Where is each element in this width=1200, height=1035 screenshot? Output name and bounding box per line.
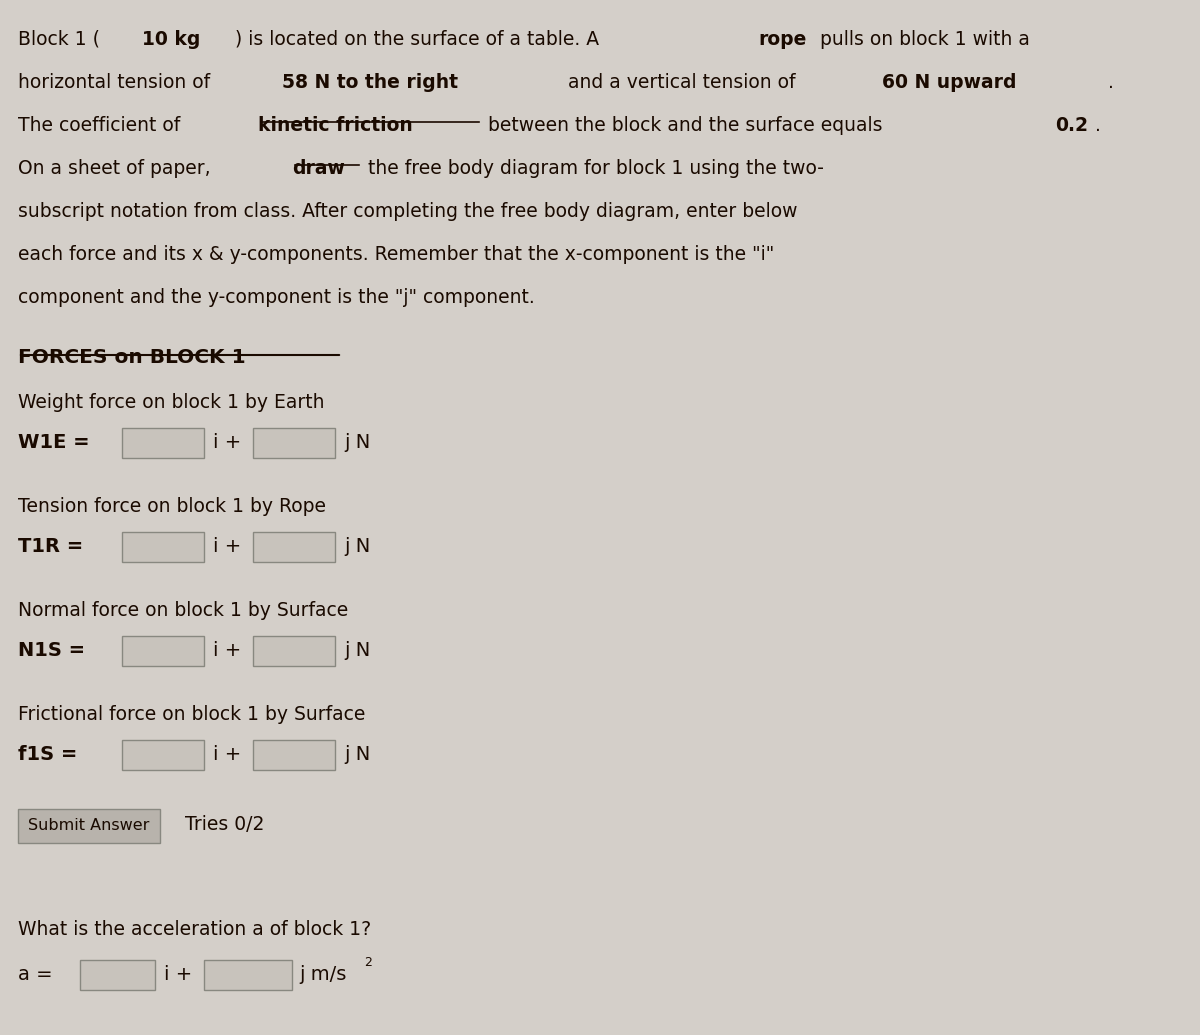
Text: i +: i + (214, 537, 241, 556)
Text: Submit Answer: Submit Answer (29, 819, 150, 833)
Text: Weight force on block 1 by Earth: Weight force on block 1 by Earth (18, 393, 324, 412)
FancyBboxPatch shape (122, 532, 204, 562)
Text: What is the acceleration a of block 1?: What is the acceleration a of block 1? (18, 920, 371, 939)
FancyBboxPatch shape (80, 960, 155, 990)
Text: component and the y-component is the "j" component.: component and the y-component is the "j"… (18, 288, 535, 307)
Text: T1R =: T1R = (18, 537, 83, 556)
Text: j N: j N (344, 745, 371, 764)
Text: Tension force on block 1 by Rope: Tension force on block 1 by Rope (18, 497, 326, 516)
FancyBboxPatch shape (122, 740, 204, 770)
Text: 58 N to the right: 58 N to the right (282, 73, 458, 92)
FancyBboxPatch shape (253, 532, 335, 562)
Text: i +: i + (214, 641, 241, 660)
Text: kinetic friction: kinetic friction (258, 116, 413, 135)
Text: 60 N upward: 60 N upward (882, 73, 1016, 92)
Text: 2: 2 (364, 956, 372, 969)
Text: j N: j N (344, 433, 371, 452)
Text: subscript notation from class. After completing the free body diagram, enter bel: subscript notation from class. After com… (18, 202, 798, 221)
FancyBboxPatch shape (18, 809, 160, 842)
Text: 0.2: 0.2 (1055, 116, 1088, 135)
Text: W1E =: W1E = (18, 433, 90, 452)
Text: rope: rope (758, 30, 806, 49)
Text: the free body diagram for block 1 using the two-: the free body diagram for block 1 using … (362, 159, 824, 178)
Text: Frictional force on block 1 by Surface: Frictional force on block 1 by Surface (18, 705, 365, 724)
Text: Block 1 (: Block 1 ( (18, 30, 100, 49)
Text: i +: i + (214, 433, 241, 452)
Text: ) is located on the surface of a table. A: ) is located on the surface of a table. … (235, 30, 605, 49)
Text: 10 kg: 10 kg (142, 30, 200, 49)
Text: On a sheet of paper,: On a sheet of paper, (18, 159, 217, 178)
Text: N1S =: N1S = (18, 641, 85, 660)
Text: j N: j N (344, 537, 371, 556)
Text: .: . (1108, 73, 1114, 92)
FancyBboxPatch shape (204, 960, 292, 990)
Text: horizontal tension of: horizontal tension of (18, 73, 216, 92)
FancyBboxPatch shape (122, 635, 204, 666)
FancyBboxPatch shape (253, 428, 335, 459)
Text: FORCES on BLOCK 1: FORCES on BLOCK 1 (18, 348, 246, 367)
Text: Tries 0/2: Tries 0/2 (185, 815, 264, 834)
Text: i +: i + (214, 745, 241, 764)
FancyBboxPatch shape (122, 428, 204, 459)
FancyBboxPatch shape (253, 635, 335, 666)
Text: a =: a = (18, 965, 53, 984)
Text: Normal force on block 1 by Surface: Normal force on block 1 by Surface (18, 601, 348, 620)
Text: between the block and the surface equals: between the block and the surface equals (482, 116, 888, 135)
Text: each force and its x & y-components. Remember that the x-component is the "i": each force and its x & y-components. Rem… (18, 245, 774, 264)
Text: j m/s: j m/s (299, 965, 347, 984)
Text: j N: j N (344, 641, 371, 660)
Text: and a vertical tension of: and a vertical tension of (562, 73, 802, 92)
Text: The coefficient of: The coefficient of (18, 116, 186, 135)
Text: pulls on block 1 with a: pulls on block 1 with a (814, 30, 1030, 49)
Text: i +: i + (164, 965, 192, 984)
FancyBboxPatch shape (253, 740, 335, 770)
Text: .: . (1096, 116, 1100, 135)
Text: f1S =: f1S = (18, 745, 77, 764)
Text: draw: draw (292, 159, 344, 178)
